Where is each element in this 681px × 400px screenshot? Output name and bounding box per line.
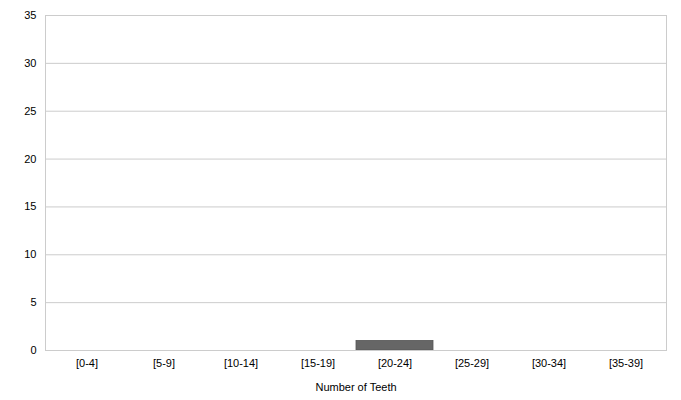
svg-text:5: 5 (30, 296, 36, 308)
svg-text:10: 10 (24, 248, 36, 260)
svg-text:20: 20 (24, 153, 36, 165)
svg-text:35: 35 (24, 9, 36, 21)
svg-text:30: 30 (24, 57, 36, 69)
svg-text:[10-14]: [10-14] (224, 357, 258, 369)
svg-text:25: 25 (24, 105, 36, 117)
svg-text:Number of Teeth: Number of Teeth (315, 381, 396, 393)
svg-text:[30-34]: [30-34] (532, 357, 566, 369)
svg-text:15: 15 (24, 200, 36, 212)
svg-text:[20-24]: [20-24] (378, 357, 412, 369)
svg-text:[0-4]: [0-4] (76, 357, 98, 369)
svg-text:[15-19]: [15-19] (301, 357, 335, 369)
svg-text:[35-39]: [35-39] (609, 357, 643, 369)
svg-text:[5-9]: [5-9] (153, 357, 175, 369)
svg-text:[25-29]: [25-29] (455, 357, 489, 369)
svg-text:0: 0 (30, 344, 36, 356)
